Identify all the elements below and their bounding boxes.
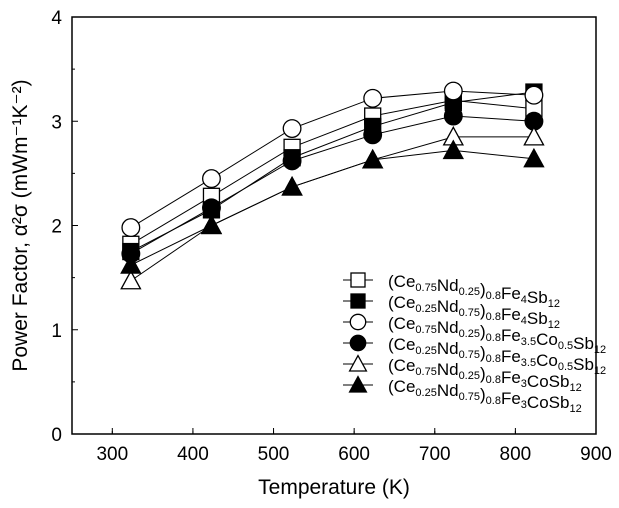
data-point-triangle-filled <box>523 147 545 168</box>
series-line-0 <box>130 99 534 245</box>
y-axis-label: Power Factor, α²σ (mWm⁻¹K⁻²) <box>9 79 32 371</box>
legend-label: (Ce0.25Nd0.75)0.8Fe3CoSb12 <box>388 377 582 415</box>
data-point-triangle-filled <box>281 175 303 196</box>
data-point-circle-open <box>524 85 544 105</box>
x-tick-label: 600 <box>338 444 370 465</box>
series-line-3 <box>130 115 534 255</box>
data-point-circle-filled <box>363 125 383 145</box>
legend-label: (Ce0.75Nd0.25)0.8Fe3CoSb12 <box>388 356 582 394</box>
data-point-circle-open <box>282 119 302 138</box>
x-tick-label: 800 <box>500 444 532 465</box>
data-point-circle-open <box>443 81 463 101</box>
legend-marker <box>350 272 366 288</box>
legend-marker <box>348 375 368 393</box>
data-point-triangle-filled <box>442 139 465 160</box>
legend-label: (Ce0.75Nd0.25)0.8Fe3.5Co0.5Sb12 <box>388 314 606 356</box>
x-tick-label: 900 <box>580 444 612 465</box>
data-point-circle-filled <box>443 106 463 126</box>
series-line-2 <box>130 90 534 229</box>
x-tick-label: 300 <box>96 444 128 465</box>
legend-marker <box>349 334 367 352</box>
y-tick-label: 2 <box>51 217 62 238</box>
y-tick-label: 0 <box>51 425 62 446</box>
data-point-circle-open <box>121 218 141 238</box>
data-point-circle-filled <box>282 151 302 171</box>
x-tick-label: 700 <box>419 444 451 465</box>
legend-marker <box>348 354 368 372</box>
data-point-triangle-filled <box>200 214 223 235</box>
legend-label: (Ce0.25Nd0.75)0.8Fe3.5Co0.5Sb12 <box>388 335 606 377</box>
data-point-circle-open <box>363 88 383 108</box>
x-tick-label: 400 <box>177 444 209 465</box>
legend-marker <box>350 293 366 309</box>
data-point-triangle-open <box>120 269 142 290</box>
y-tick-label: 4 <box>51 8 62 29</box>
data-point-circle-open <box>202 169 221 189</box>
series-line-1 <box>130 91 534 253</box>
series-line-5 <box>130 149 534 266</box>
legend-marker <box>349 313 367 331</box>
data-point-triangle-filled <box>362 148 384 169</box>
y-tick-label: 1 <box>51 321 62 342</box>
legend-label: (Ce0.75Nd0.25)0.8Fe4Sb12 <box>388 272 560 310</box>
data-point-circle-filled <box>202 198 221 218</box>
data-point-triangle-filled <box>120 254 142 274</box>
y-tick-label: 3 <box>51 112 62 133</box>
x-axis-label: Temperature (K) <box>258 476 410 499</box>
data-point-triangle-open <box>523 125 545 146</box>
x-tick-label: 500 <box>258 444 290 465</box>
legend-label: (Ce0.25Nd0.75)0.8Fe4Sb12 <box>388 293 560 331</box>
